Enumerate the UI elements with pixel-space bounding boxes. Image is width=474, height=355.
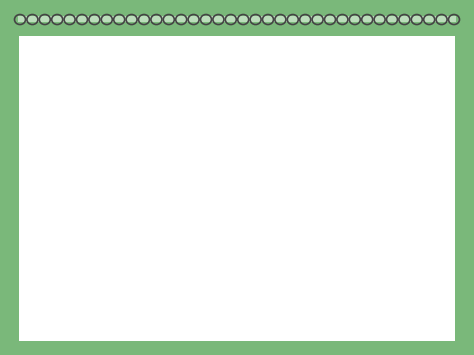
Text: r: r (168, 145, 190, 188)
Text: d: d (86, 145, 118, 188)
Ellipse shape (47, 83, 223, 272)
Text: $\mathbf{A = \pi r^2}$: $\mathbf{A = \pi r^2}$ (248, 60, 374, 94)
Text: $\mathbf{A = \pi \left(\dfrac{d}{2}\right)^{\!\!2}}$: $\mathbf{A = \pi \left(\dfrac{d}{2}\righ… (232, 142, 374, 198)
Bar (18, 16, 456, 22)
Text: $\mathbf{A = \pi \left(\dfrac{d^2}{4}\right)}$: $\mathbf{A = \pi \left(\dfrac{d^2}{4}\ri… (100, 257, 246, 317)
